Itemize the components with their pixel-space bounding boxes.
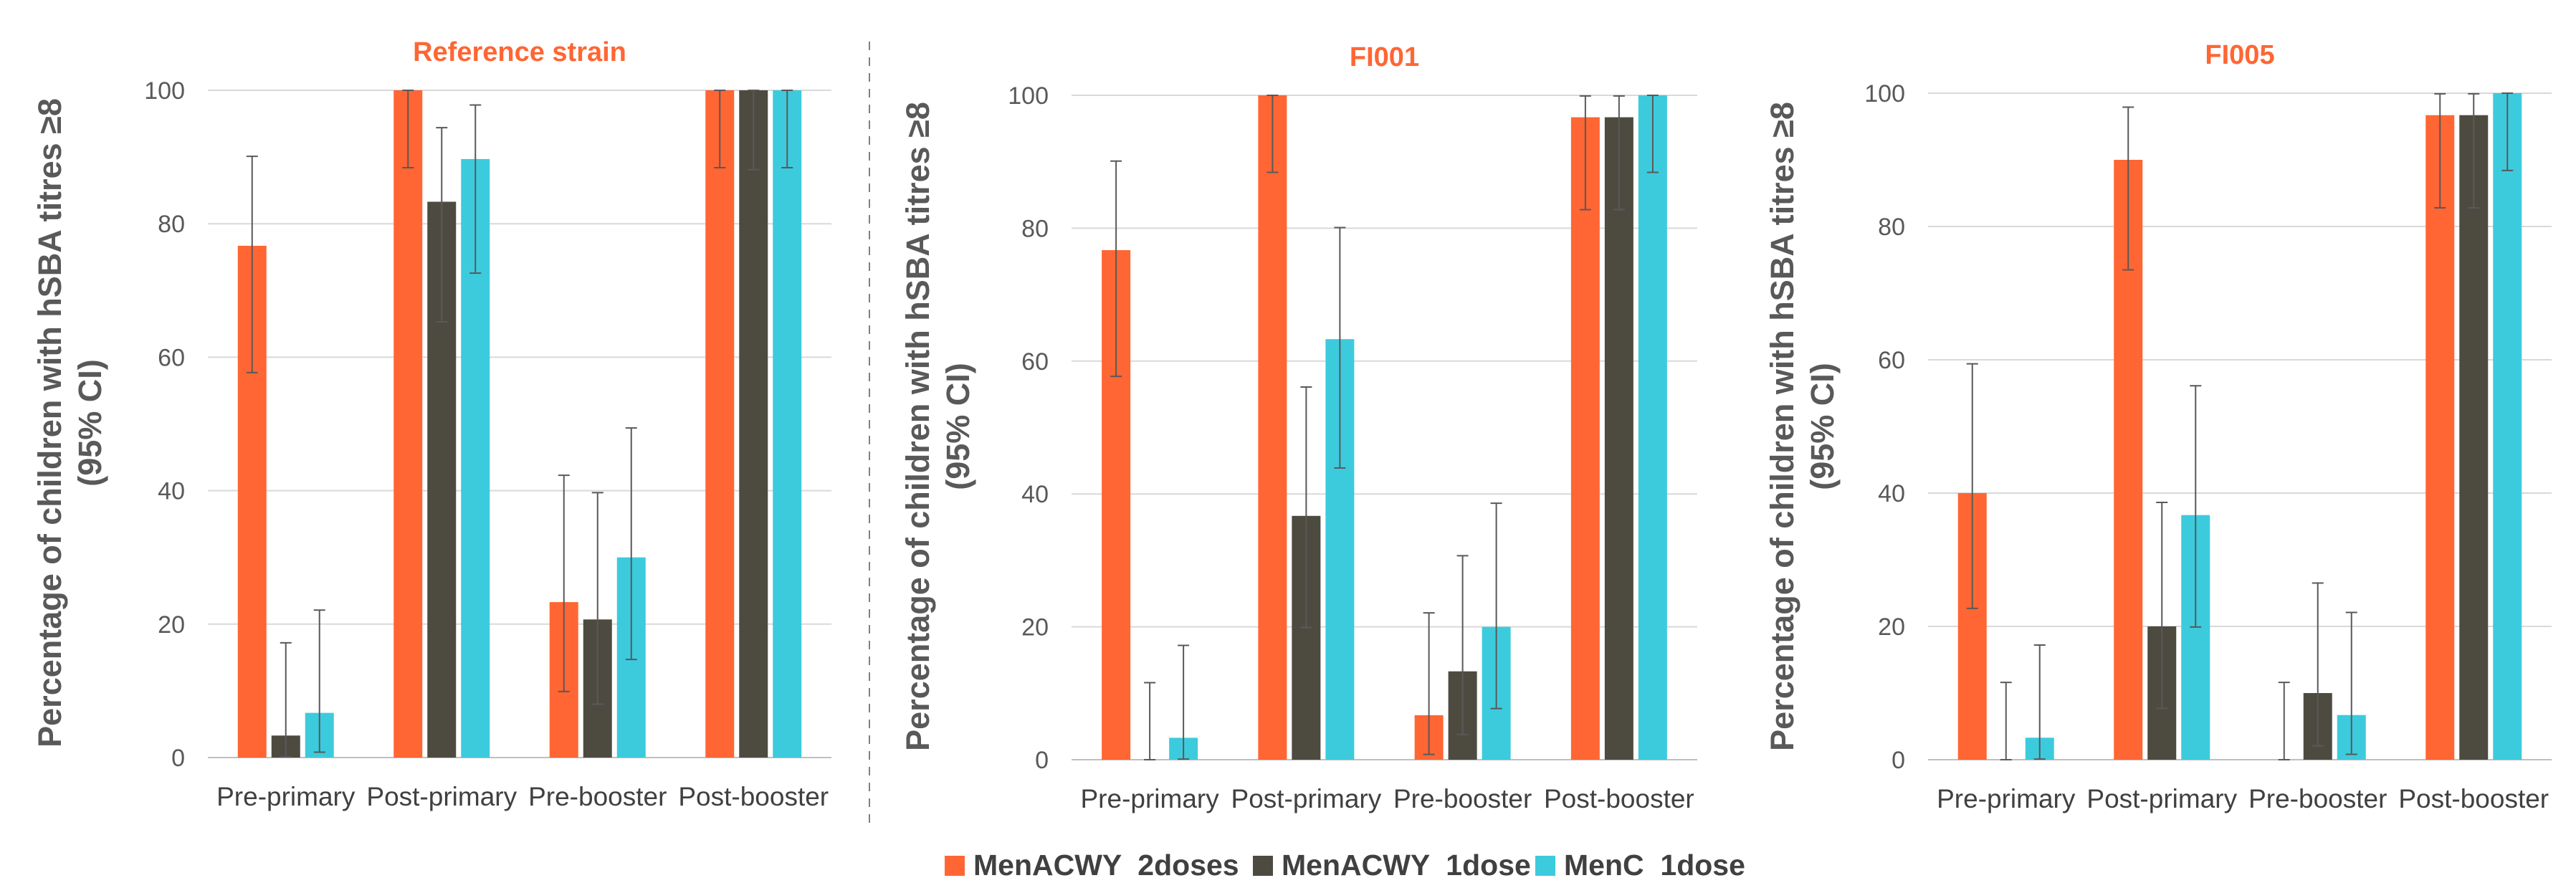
y-axis-label: Percentage of children with hSBA titres … — [1764, 102, 1841, 751]
y-tick-label: 0 — [1035, 747, 1049, 774]
legend-label: MenACWY 2doses — [973, 849, 1239, 882]
bar — [1570, 117, 1600, 760]
bar — [1604, 117, 1633, 760]
y-tick-label: 60 — [1021, 348, 1049, 376]
panel-title: FI001 — [1350, 42, 1419, 72]
y-tick-label: 60 — [158, 344, 185, 371]
x-tick-label: Pre-primary — [1937, 784, 2076, 813]
panel-title: Reference strain — [413, 37, 626, 67]
bar — [705, 90, 735, 758]
bar — [2459, 115, 2489, 760]
y-tick-label: 20 — [1021, 614, 1049, 641]
legend: MenACWY 2doses MenACWY 1dose MenC 1dose — [945, 849, 1745, 882]
x-tick-label: Post-primary — [1231, 784, 1382, 813]
x-tick-label: Pre-booster — [528, 782, 667, 811]
y-tick-label: 60 — [1878, 347, 1905, 374]
y-tick-label: 100 — [1008, 82, 1049, 110]
bar — [1638, 95, 1667, 760]
x-tick-label: Post-booster — [1544, 784, 1694, 813]
x-tick-label: Post-primary — [366, 782, 517, 811]
panel-1: 0 20 40 60 80 100 Pre-primary Post-primary Pre-b… — [32, 37, 831, 811]
legend-swatch — [1253, 856, 1273, 876]
bar — [2493, 93, 2522, 760]
bar — [739, 90, 768, 758]
y-tick-label: 100 — [144, 77, 185, 105]
x-tick-label: Pre-booster — [2248, 784, 2387, 813]
bar — [393, 90, 423, 758]
x-tick-label: Post-booster — [2398, 784, 2549, 813]
legend-label: MenC 1dose — [1564, 849, 1745, 882]
bar — [773, 90, 802, 758]
y-tick-label: 40 — [1021, 481, 1049, 508]
y-axis-label: Percentage of children with hSBA titres … — [32, 98, 108, 748]
x-tick-label: Pre-primary — [216, 782, 356, 811]
y-tick-label: 40 — [1878, 480, 1905, 507]
y-tick-label: 20 — [1878, 614, 1905, 641]
y-axis-label: Percentage of children with hSBA titres … — [900, 102, 976, 751]
panel-2: 0 20 40 60 80 100 Pre-primary Post-primary Pre-b… — [900, 42, 1697, 813]
y-tick-label: 80 — [1021, 215, 1049, 242]
panel-3: 0 20 40 60 80 100 Pre-primary Post-primary Pre-b… — [1764, 40, 2552, 813]
y-tick-label: 0 — [1892, 747, 1905, 774]
x-tick-label: Post-booster — [678, 782, 829, 811]
y-tick-label: 20 — [158, 611, 185, 639]
y-tick-label: 40 — [158, 478, 185, 505]
bar — [1258, 95, 1287, 760]
bar — [2425, 115, 2455, 760]
x-tick-label: Pre-primary — [1081, 784, 1220, 813]
x-tick-label: Post-primary — [2086, 784, 2237, 813]
legend-label: MenACWY 1dose — [1282, 849, 1531, 882]
x-tick-label: Pre-booster — [1393, 784, 1532, 813]
y-tick-label: 100 — [1864, 80, 1905, 108]
legend-swatch — [1535, 856, 1555, 876]
legend-swatch — [945, 856, 965, 876]
y-tick-label: 80 — [158, 211, 185, 238]
panel-title: FI005 — [2205, 40, 2274, 70]
y-tick-label: 80 — [1878, 214, 1905, 241]
y-tick-label: 0 — [171, 745, 185, 772]
